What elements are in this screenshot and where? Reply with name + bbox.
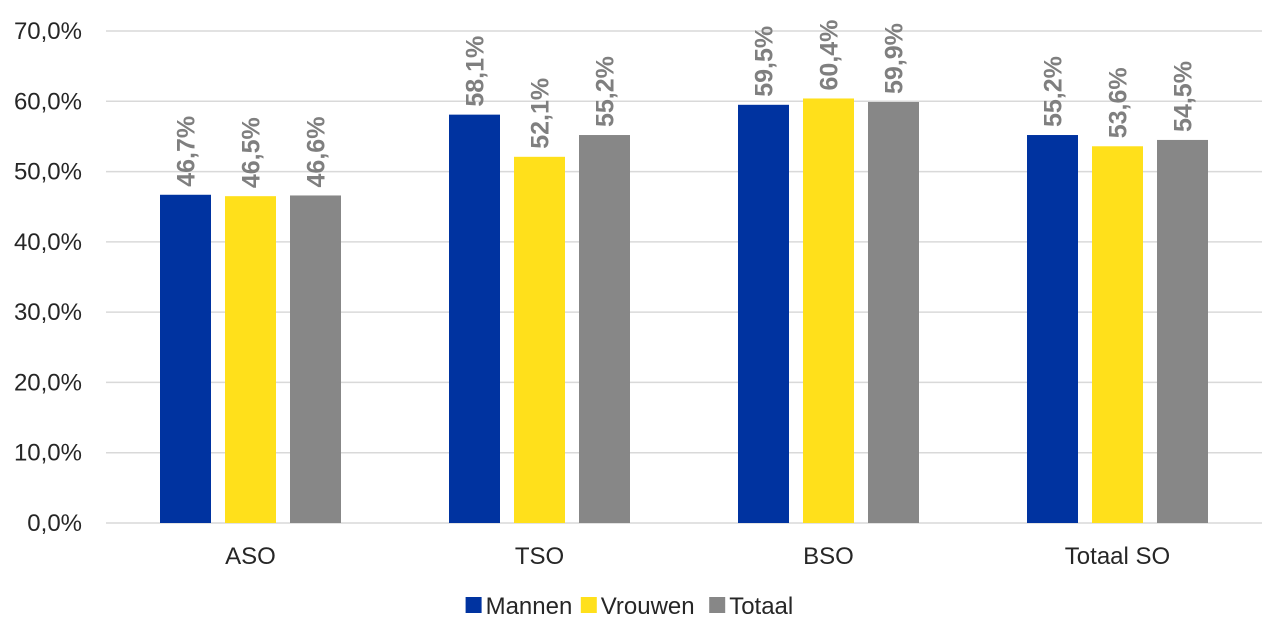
legend-item-mannen: Mannen xyxy=(465,593,573,618)
bar-vrouwen-tso xyxy=(514,156,565,523)
bar-mannen-tso xyxy=(449,114,500,523)
x-category-label: BSO xyxy=(803,543,854,570)
y-tick-label: 0,0% xyxy=(27,510,82,537)
legend-swatch xyxy=(465,597,482,613)
bar-mannen-totaal-so xyxy=(1027,135,1078,523)
data-label: 55,2% xyxy=(592,56,620,127)
legend: Mannen Vrouwen Totaal xyxy=(465,593,793,618)
y-tick-label: 50,0% xyxy=(14,159,82,186)
legend-item-totaal: Totaal xyxy=(709,593,793,618)
data-labels: 46,7% 46,5% 46,6% 58,1% 52,1% 55,2% 59,5% 60,4%… xyxy=(173,20,1198,189)
data-label: 46,5% xyxy=(238,117,266,188)
x-category-label: Totaal SO xyxy=(1065,543,1170,570)
data-label: 58,1% xyxy=(462,36,490,107)
bar-vrouwen-aso xyxy=(225,196,276,523)
y-tick-label: 10,0% xyxy=(14,440,82,467)
y-tick-label: 20,0% xyxy=(14,369,82,396)
data-label: 53,6% xyxy=(1105,67,1133,138)
data-label: 60,4% xyxy=(816,20,844,91)
bar-vrouwen-bso xyxy=(803,98,854,523)
bar-mannen-aso xyxy=(160,194,211,523)
y-tick-label: 30,0% xyxy=(14,299,82,326)
data-label: 59,5% xyxy=(751,26,779,97)
data-label: 55,2% xyxy=(1040,56,1068,127)
legend-swatch xyxy=(580,597,597,613)
y-axis-tick-labels: 0,0% 10,0% 20,0% 30,0% 40,0% 50,0% 60,0% 70,0% xyxy=(14,18,82,537)
bar-totaal-bso xyxy=(868,101,919,523)
data-label: 46,7% xyxy=(173,116,201,187)
legend-label: Totaal xyxy=(729,593,793,618)
y-tick-label: 40,0% xyxy=(14,229,82,256)
y-tick-label: 70,0% xyxy=(14,18,82,45)
bar-vrouwen-totaal-so xyxy=(1092,146,1143,524)
y-tick-label: 60,0% xyxy=(14,88,82,115)
x-axis-category-labels: ASO TSO BSO Totaal SO xyxy=(225,543,1170,570)
bars xyxy=(160,98,1208,524)
data-label: 54,5% xyxy=(1170,61,1198,132)
data-label: 52,1% xyxy=(527,78,555,149)
x-category-label: ASO xyxy=(225,543,276,570)
bar-totaal-totaal-so xyxy=(1157,139,1208,523)
x-category-label: TSO xyxy=(515,543,564,570)
legend-label: Vrouwen xyxy=(601,593,695,618)
data-label: 59,9% xyxy=(881,23,909,94)
legend-item-vrouwen: Vrouwen xyxy=(580,593,695,618)
data-label: 46,6% xyxy=(303,117,331,188)
legend-label: Mannen xyxy=(486,593,573,618)
gridlines xyxy=(106,30,1262,524)
legend-swatch xyxy=(709,597,726,613)
bar-totaal-aso xyxy=(290,195,341,523)
bar-mannen-bso xyxy=(738,104,789,524)
bar-totaal-tso xyxy=(579,135,630,523)
